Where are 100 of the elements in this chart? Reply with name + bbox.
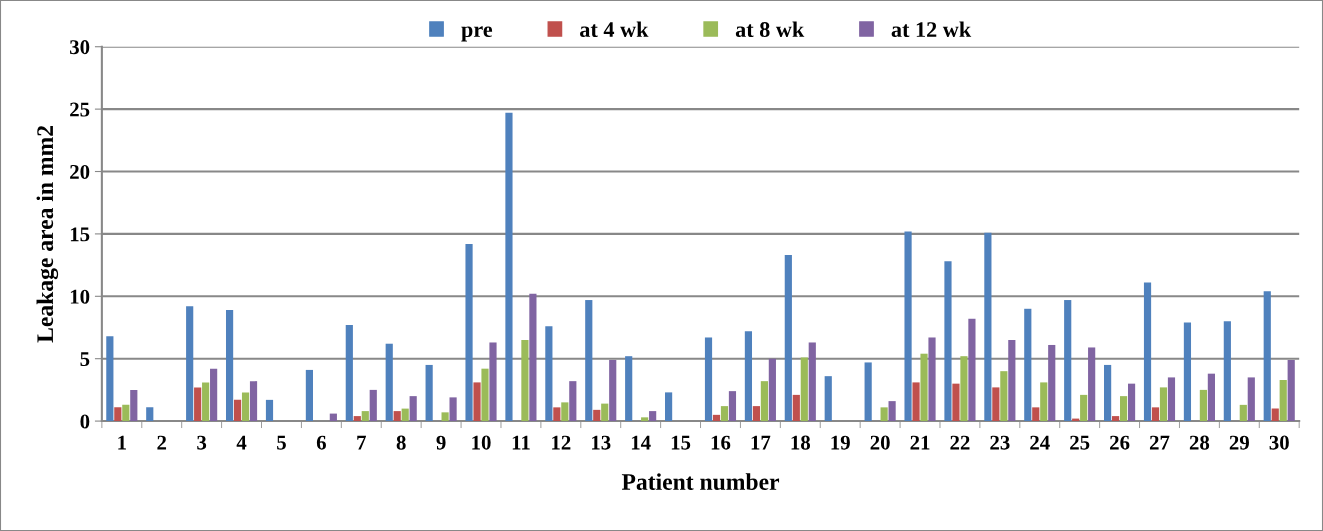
- bar: [968, 318, 976, 422]
- x-tick-label: 7: [357, 435, 366, 450]
- legend-label: at 8 wk: [735, 21, 805, 38]
- x-tick-label: 14: [631, 435, 651, 450]
- bar: [984, 232, 992, 422]
- bar: [888, 401, 896, 422]
- x-tick-label: 13: [592, 435, 611, 450]
- bar: [752, 406, 760, 422]
- bar: [712, 414, 721, 422]
- bar: [960, 356, 968, 422]
- bar: [194, 387, 202, 422]
- bar: [441, 412, 449, 422]
- bar: [449, 397, 457, 422]
- bar: [992, 387, 1000, 422]
- legend-label: at 4 wk: [580, 21, 649, 38]
- bar: [665, 392, 673, 422]
- x-tick-label: 17: [751, 435, 771, 450]
- bar: [808, 342, 816, 422]
- y-tick-label: 30: [70, 40, 90, 55]
- x-tick-label: 16: [711, 435, 731, 450]
- bar: [864, 362, 872, 422]
- bar: [401, 408, 409, 422]
- bar: [1207, 373, 1215, 422]
- bar: [1000, 371, 1008, 422]
- bar: [425, 364, 433, 422]
- bar: [186, 306, 194, 422]
- bar: [545, 326, 553, 422]
- bar: [1159, 387, 1168, 422]
- bar: [146, 407, 154, 422]
- bar: [704, 337, 713, 422]
- bar: [609, 359, 617, 422]
- x-tick-label: 24: [1030, 435, 1050, 450]
- x-tick-label: 10: [472, 435, 491, 450]
- x-tick-label: 27: [1149, 435, 1170, 450]
- x-tick-label: 25: [1070, 435, 1090, 450]
- bar: [728, 391, 737, 422]
- bar: [1112, 416, 1120, 422]
- bar: [585, 300, 593, 422]
- y-tick-label: 0: [80, 414, 90, 429]
- bar: [361, 411, 369, 422]
- x-tick-label: 11: [512, 435, 530, 450]
- bar: [130, 389, 138, 422]
- x-tick-label: 8: [396, 435, 406, 450]
- bar: [521, 339, 529, 422]
- x-tick-label: 12: [552, 435, 571, 450]
- bar: [465, 243, 473, 422]
- x-tick-label: 19: [831, 435, 850, 450]
- bar: [768, 358, 776, 422]
- y-tick-label: 10: [70, 289, 90, 304]
- x-tick-label: 21: [910, 435, 930, 450]
- bar: [114, 407, 122, 422]
- bar: [1287, 359, 1295, 422]
- bar: [122, 404, 130, 422]
- bar: [1271, 408, 1279, 422]
- bar: [481, 368, 489, 422]
- x-tick-label: 29: [1229, 435, 1249, 450]
- y-axis-title: Leakage area in mm2: [36, 125, 59, 343]
- x-tick-label: 26: [1110, 435, 1130, 450]
- x-tick-label: 3: [197, 435, 207, 450]
- bar: [912, 382, 920, 422]
- bar: [1008, 339, 1016, 422]
- bar: [409, 396, 417, 422]
- x-tick-label: 28: [1189, 435, 1210, 450]
- bar: [265, 399, 274, 422]
- bar: [1104, 364, 1112, 422]
- bar: [1247, 377, 1255, 422]
- bar: [393, 411, 401, 422]
- bar: [241, 392, 250, 422]
- y-tick-label: 25: [70, 102, 90, 117]
- bar: [561, 402, 569, 422]
- bar: [1024, 308, 1032, 422]
- bar: [369, 389, 377, 422]
- x-tick-label: 18: [791, 435, 811, 450]
- bar: [529, 293, 537, 422]
- bar: [473, 382, 481, 422]
- bar: [792, 394, 800, 422]
- bar: [249, 381, 258, 422]
- x-tick-label: 23: [990, 435, 1010, 450]
- bar: [329, 413, 337, 422]
- bar: [553, 407, 561, 422]
- bar: [305, 369, 313, 422]
- bar: [106, 336, 114, 422]
- legend-label: at 12 wk: [891, 21, 972, 38]
- bar: [1183, 322, 1192, 422]
- x-tick-label: 2: [157, 435, 167, 450]
- bar: [1080, 394, 1088, 422]
- x-tick-label: 1: [118, 435, 126, 450]
- bar: [824, 376, 832, 422]
- bar: [641, 417, 649, 422]
- x-tick-label: 22: [950, 435, 970, 450]
- bar: [904, 231, 912, 422]
- y-tick-label: 20: [70, 164, 90, 179]
- bar: [1167, 377, 1176, 422]
- bar: [1239, 404, 1247, 422]
- bar: [920, 353, 928, 422]
- bar: [760, 381, 768, 422]
- bar: [210, 368, 218, 422]
- bar: [944, 261, 952, 422]
- bar: [1088, 347, 1096, 422]
- y-tick-label: 5: [80, 352, 90, 367]
